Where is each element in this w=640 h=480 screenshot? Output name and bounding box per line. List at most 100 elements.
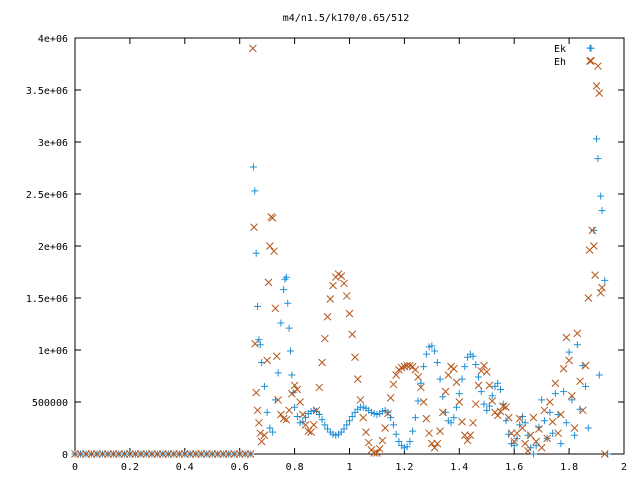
data-point bbox=[285, 406, 293, 415]
data-point bbox=[507, 429, 516, 438]
data-point bbox=[535, 425, 543, 433]
x-tick-label: 1.8 bbox=[560, 462, 578, 473]
data-point bbox=[452, 378, 461, 387]
y-tick-label: 500000 bbox=[32, 398, 68, 409]
data-point bbox=[447, 419, 455, 427]
data-point bbox=[436, 375, 444, 383]
data-point bbox=[373, 449, 381, 457]
data-point bbox=[340, 425, 348, 433]
y-tick-label: 4e+06 bbox=[38, 34, 68, 45]
data-point bbox=[255, 418, 263, 427]
data-point bbox=[284, 299, 292, 307]
data-point bbox=[548, 417, 557, 426]
axes: 0 0.2 0.4 0.6 0.8 1 1.2 1.4 1.6 1.8 2 0 500000 1e+06 1… bbox=[26, 34, 627, 473]
data-point bbox=[600, 450, 609, 458]
data-point bbox=[260, 382, 268, 390]
data-point bbox=[315, 383, 324, 392]
data-point bbox=[420, 363, 428, 371]
data-point bbox=[532, 442, 540, 450]
data-point bbox=[595, 371, 603, 379]
data-point bbox=[288, 371, 296, 379]
data-point bbox=[286, 347, 294, 355]
data-point bbox=[364, 438, 373, 447]
data-point bbox=[592, 81, 601, 90]
data-point bbox=[274, 369, 282, 377]
data-point bbox=[256, 341, 264, 349]
data-point bbox=[591, 271, 600, 279]
data-point bbox=[381, 424, 390, 432]
data-point bbox=[463, 436, 472, 445]
data-point bbox=[249, 44, 257, 53]
data-point bbox=[543, 434, 551, 443]
data-point bbox=[483, 406, 491, 414]
data-point bbox=[504, 413, 513, 422]
y-tick-label: 3e+06 bbox=[38, 138, 68, 149]
data-point bbox=[557, 410, 565, 419]
data-point bbox=[340, 279, 348, 288]
data-point bbox=[137, 450, 145, 458]
data-point bbox=[342, 292, 351, 300]
y-tick-label: 1.5e+06 bbox=[26, 294, 68, 305]
data-point bbox=[431, 347, 439, 355]
data-point bbox=[249, 163, 257, 171]
plot-area bbox=[71, 44, 612, 458]
data-point bbox=[230, 450, 239, 458]
data-point bbox=[272, 352, 281, 361]
y-tick-label: 2e+06 bbox=[38, 242, 68, 253]
data-point bbox=[126, 450, 134, 458]
data-point bbox=[98, 450, 107, 458]
x-tick-label: 1.2 bbox=[395, 462, 413, 473]
data-point bbox=[560, 388, 568, 396]
data-point bbox=[425, 429, 433, 438]
data-point bbox=[551, 390, 559, 398]
data-point bbox=[496, 407, 505, 416]
data-point bbox=[505, 430, 513, 438]
data-point bbox=[346, 417, 353, 425]
legend-label: Eh bbox=[554, 57, 566, 68]
data-point bbox=[524, 447, 532, 455]
data-point bbox=[255, 336, 263, 344]
data-point bbox=[318, 358, 326, 367]
data-point bbox=[266, 424, 274, 432]
legend-marker bbox=[586, 44, 594, 52]
y-tick-label: 2.5e+06 bbox=[26, 190, 68, 201]
data-point bbox=[573, 329, 582, 338]
data-point bbox=[433, 358, 441, 366]
data-point bbox=[241, 450, 250, 458]
data-point bbox=[494, 379, 502, 387]
data-point bbox=[576, 377, 584, 386]
data-point bbox=[598, 283, 606, 292]
data-point bbox=[480, 400, 488, 408]
data-point bbox=[326, 295, 335, 303]
data-point bbox=[597, 192, 605, 200]
x-tick-label: 0.6 bbox=[231, 462, 249, 473]
data-point bbox=[312, 406, 321, 415]
data-point bbox=[309, 421, 318, 429]
data-point bbox=[386, 393, 395, 402]
data-point bbox=[582, 382, 590, 390]
data-point bbox=[469, 418, 477, 427]
data-point bbox=[264, 278, 273, 287]
data-point bbox=[594, 155, 602, 163]
data-point bbox=[395, 438, 403, 446]
data-point bbox=[485, 381, 494, 390]
data-point bbox=[362, 428, 370, 437]
data-point bbox=[329, 281, 337, 290]
data-point bbox=[93, 450, 101, 458]
data-point bbox=[321, 421, 329, 429]
data-point bbox=[266, 242, 274, 250]
data-point bbox=[488, 397, 497, 405]
data-point bbox=[318, 416, 326, 424]
data-point bbox=[411, 414, 419, 422]
data-point bbox=[71, 450, 79, 458]
data-point bbox=[82, 450, 90, 458]
data-point bbox=[403, 443, 411, 451]
data-point bbox=[493, 411, 502, 420]
legend-label: Ek bbox=[554, 44, 566, 55]
data-point bbox=[488, 392, 496, 400]
data-point bbox=[482, 367, 491, 376]
data-point bbox=[551, 379, 560, 388]
x-tick-label: 0.4 bbox=[176, 462, 194, 473]
data-point bbox=[348, 330, 357, 339]
data-point bbox=[469, 352, 477, 360]
